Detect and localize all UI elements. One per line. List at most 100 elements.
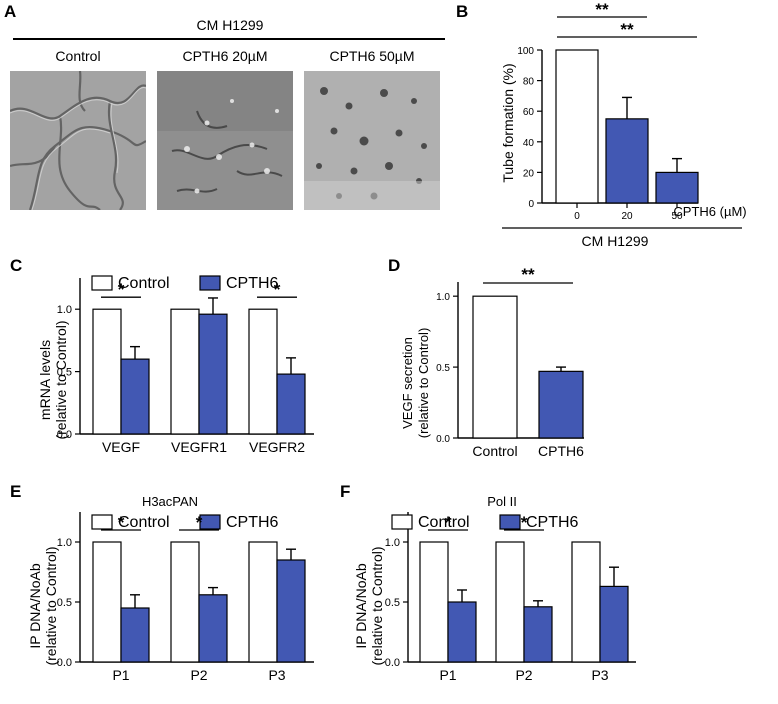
chart-b-y-tick-label-3: 60	[523, 107, 535, 118]
chart-f-x-label-1: P2	[515, 667, 532, 683]
chart-c-ylabel: mRNA levels	[37, 340, 53, 420]
chart-d-bar-0	[472, 295, 518, 439]
chart-b-x-tick-label-2: 50	[671, 211, 683, 222]
chart-e-bar-1-0	[170, 541, 200, 663]
chart-e-title: H3acPAN	[142, 494, 198, 509]
chart-b-group-label: CM H1299	[582, 233, 649, 249]
chart-b-sig-0: **	[595, 0, 609, 19]
chart-e-y-tick-label-2: 1.0	[57, 537, 72, 549]
chart-e-sig-0: *	[118, 513, 125, 532]
chart-d-x-label-1: CPTH6	[538, 443, 584, 459]
chart-f-x-label-2: P3	[591, 667, 608, 683]
chart-e-x-label-1: P2	[190, 667, 207, 683]
image-label-cpth6-20: CPTH6 20µM	[182, 48, 268, 64]
micrograph-cpth6-20	[157, 71, 293, 210]
chart-f-legend-label-1: CPTH6	[526, 514, 579, 531]
chart-d-y-tick-label-2: 1.0	[436, 292, 450, 303]
chart-d-ylabel: VEGF secretion	[400, 337, 415, 429]
chart-c-sig-0: *	[118, 280, 125, 299]
chart-e-ylabel: IP DNA/NoAb	[27, 563, 43, 649]
chart-c-legend-label-0: Control	[118, 275, 170, 292]
chart-d-y-tick-label-1: 0.5	[436, 363, 450, 374]
chart-c-y-tick-label-0: 0.0	[57, 429, 72, 441]
chart-c-legend-swatch-1	[199, 275, 221, 291]
chart-c-x-label-0: VEGF	[102, 439, 140, 455]
panel-letter-b: B	[456, 2, 469, 21]
chart-e-sig-1: *	[196, 513, 203, 532]
chart-f-title: Pol II	[487, 494, 517, 509]
panel-a-header-rule	[13, 38, 445, 40]
chart-e-x-label-2: P3	[268, 667, 285, 683]
chart-b: Tube formation (%) CPTH6 (µM) CM H1299 0…	[500, 0, 747, 249]
chart-c-x-label-1: VEGFR1	[171, 439, 227, 455]
image-label-cpth6-50: CPTH6 50µM	[329, 48, 415, 64]
chart-c-y-tick-label-1: 0.5	[57, 367, 72, 379]
chart-b-y-tick-label-4: 80	[523, 77, 535, 88]
panel-letter-a: A	[4, 2, 17, 21]
chart-e-ylabel2: (relative to Control)	[43, 546, 59, 665]
chart-b-bar-0	[555, 49, 599, 204]
chart-f-legend-swatch-0	[391, 514, 413, 530]
chart-f-y-tick-label-2: 1.0	[385, 537, 400, 549]
chart-b-y-tick-label-1: 20	[523, 168, 535, 179]
panel-letter-e: E	[10, 482, 22, 501]
chart-f-x-label-0: P1	[439, 667, 456, 683]
chart-b-xunit: CPTH6 (µM)	[673, 204, 746, 219]
chart-f-bar-0-0	[419, 541, 449, 663]
chart-b-y-tick-label-2: 40	[523, 138, 535, 149]
chart-b-sig-1: **	[620, 20, 634, 39]
chart-d-bar-1	[538, 370, 584, 439]
chart-f-sig-1: *	[521, 513, 528, 532]
chart-e-legend-swatch-0	[91, 514, 113, 530]
chart-b-y-tick-label-0: 0	[528, 199, 534, 210]
chart-e-bar-0-0	[92, 541, 122, 663]
chart-e-x-label-0: P1	[112, 667, 129, 683]
chart-c-x-label-2: VEGFR2	[249, 439, 305, 455]
chart-c-y-tick-label-2: 1.0	[57, 304, 72, 316]
chart-e-y-tick-label-1: 0.5	[57, 597, 72, 609]
chart-b-bar-2	[655, 171, 699, 204]
chart-d-sig-0: **	[521, 265, 535, 284]
chart-f-ylabel2: (relative to Control)	[369, 546, 385, 665]
chart-c-bar-0-1	[120, 358, 150, 435]
chart-c-legend-label-1: CPTH6	[226, 275, 279, 292]
chart-e: H3acPAN IP DNA/NoAb (relative to Control…	[27, 494, 314, 683]
micrograph-cpth6-50	[304, 71, 440, 210]
chart-d: VEGF secretion (relative to Control) 0.0…	[400, 265, 584, 459]
chart-b-bar-1	[605, 118, 649, 204]
chart-e-bar-1-1	[198, 594, 228, 663]
chart-f-bar-1-0	[495, 541, 525, 663]
chart-f-y-tick-label-1: 0.5	[385, 597, 400, 609]
chart-c-bar-2-1	[276, 373, 306, 435]
micrograph-control	[10, 71, 146, 210]
panel-letter-c: C	[10, 256, 23, 275]
chart-f-bar-2-0	[571, 541, 601, 663]
chart-b-x-tick-label-0: 0	[574, 211, 580, 222]
chart-f-bar-0-1	[447, 601, 477, 663]
panel-letter-d: D	[388, 256, 401, 275]
chart-f-bar-1-1	[523, 606, 553, 663]
chart-d-x-label-0: Control	[472, 443, 517, 459]
chart-c-bar-1-1	[198, 313, 228, 435]
chart-f-legend-label-0: Control	[418, 514, 470, 531]
chart-d-ylabel2: (relative to Control)	[416, 328, 431, 439]
chart-b-x-tick-label-1: 20	[621, 211, 633, 222]
chart-e-legend-label-1: CPTH6	[226, 514, 279, 531]
chart-f: Pol II IP DNA/NoAb (relative to Control)…	[353, 494, 636, 683]
chart-c-bar-2-0	[248, 308, 278, 435]
chart-e-legend-label-0: Control	[118, 514, 170, 531]
chart-e-y-tick-label-0: 0.0	[57, 657, 72, 669]
chart-b-ylabel: Tube formation (%)	[500, 63, 516, 182]
chart-f-legend-swatch-1	[499, 514, 521, 530]
chart-d-y-tick-label-0: 0.0	[436, 434, 450, 445]
chart-e-bar-2-1	[276, 559, 306, 663]
chart-e-legend-swatch-1	[199, 514, 221, 530]
chart-f-sig-0: *	[445, 513, 452, 532]
chart-e-bar-0-1	[120, 607, 150, 663]
panel-a-header: CM H1299	[196, 17, 264, 33]
chart-c-sig-1: *	[274, 280, 281, 299]
chart-b-y-tick-label-5: 100	[517, 46, 534, 57]
chart-c: mRNA levels (relative to Control) 0.0 0.5…	[37, 275, 314, 455]
chart-f-bar-2-1	[599, 585, 629, 663]
chart-c-ylabel2: (relative to Control)	[53, 320, 69, 439]
